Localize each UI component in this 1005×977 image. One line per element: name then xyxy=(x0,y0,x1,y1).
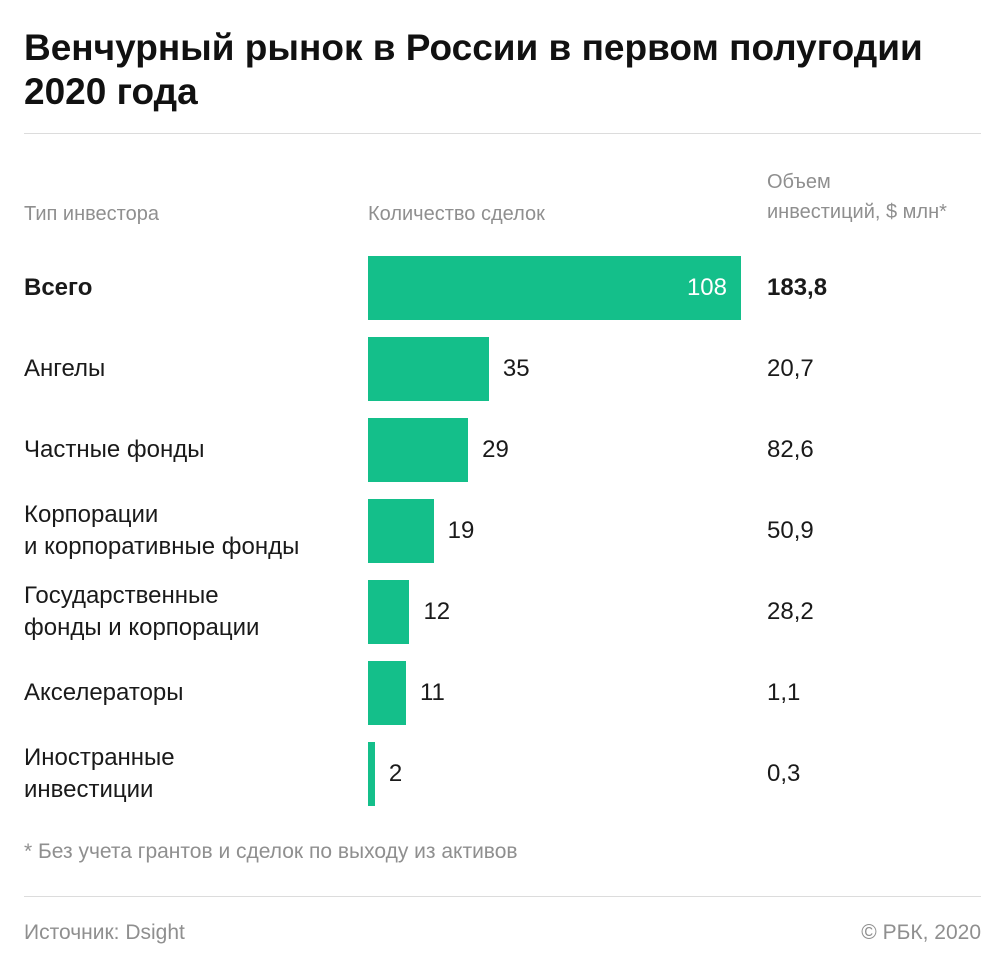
bar-row: Государственные фонды и корпорации 12 28,2 xyxy=(0,580,1005,644)
investment-volume-value: 1,1 xyxy=(767,679,801,706)
investment-volume-value: 82,6 xyxy=(767,436,814,463)
bar-row: Иностранные инвестиции 2 0,3 xyxy=(0,742,1005,806)
investment-volume-value: 28,2 xyxy=(767,598,814,625)
header-deals-count: Количество сделок xyxy=(368,203,545,225)
bar-row: Всего 108 183,8 xyxy=(0,256,1005,320)
copyright-text: © РБК, 2020 xyxy=(861,921,981,944)
bar xyxy=(368,499,434,563)
header-investor-type: Тип инвестора xyxy=(24,203,159,225)
category-label: Акселераторы xyxy=(24,679,184,706)
bar-value-label: 19 xyxy=(447,517,475,544)
investment-volume-value: 50,9 xyxy=(767,517,814,544)
investment-volume-value: 183,8 xyxy=(767,274,828,301)
investment-volume-value: 20,7 xyxy=(767,355,814,382)
bar-value-label: 12 xyxy=(423,598,451,625)
top-divider xyxy=(24,133,981,134)
bar xyxy=(368,742,375,806)
bar-value-label: 35 xyxy=(502,355,530,382)
bar xyxy=(368,337,489,401)
bar-row: Частные фонды 29 82,6 xyxy=(0,418,1005,482)
bar-row: Ангелы 35 20,7 xyxy=(0,337,1005,401)
investment-volume-value: 0,3 xyxy=(767,760,801,787)
chart-title: Венчурный рынок в России в первом полуго… xyxy=(24,27,923,112)
bar-value-label: 29 xyxy=(482,436,509,463)
source-text: Источник: Dsight xyxy=(24,921,185,944)
bar-value-label: 11 xyxy=(419,679,445,706)
bar xyxy=(368,418,469,482)
bar-value-label: 108 xyxy=(686,274,727,301)
bar xyxy=(368,580,410,644)
category-label: Иностранные инвестиции xyxy=(24,744,175,803)
footnote: * Без учета грантов и сделок по выходу и… xyxy=(24,840,518,863)
bar-row: Корпорации и корпоративные фонды 19 50,9 xyxy=(0,499,1005,563)
bar xyxy=(368,661,406,725)
category-label: Частные фонды xyxy=(24,436,205,463)
header-investment-volume: Объем инвестиций, $ млн* xyxy=(767,171,947,223)
category-label: Всего xyxy=(24,274,93,301)
bottom-divider xyxy=(24,896,981,897)
category-label: Государственные фонды и корпорации xyxy=(24,582,260,641)
category-label: Корпорации и корпоративные фонды xyxy=(24,501,300,560)
bar-value-label: 2 xyxy=(388,760,403,787)
bar-row: Акселераторы 11 1,1 xyxy=(0,661,1005,725)
bar xyxy=(368,256,741,320)
category-label: Ангелы xyxy=(24,355,106,382)
